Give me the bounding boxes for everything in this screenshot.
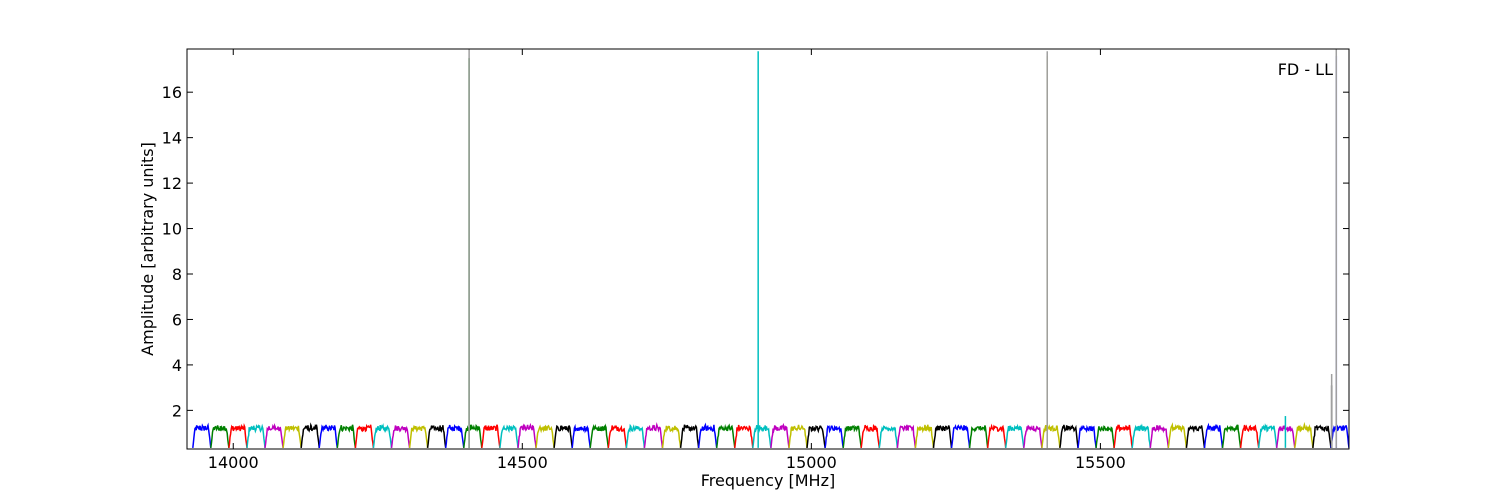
subband-trace: [661, 425, 682, 448]
subband-trace: [1257, 423, 1278, 448]
subband-trace: [282, 424, 302, 448]
subband-trace: [463, 423, 483, 448]
y-tick-label: 8: [172, 265, 182, 284]
subband-trace: [734, 424, 754, 448]
x-tick-label: 14500: [497, 453, 548, 472]
subband-trace: [228, 422, 248, 449]
subband-trace: [1312, 424, 1332, 448]
subband-trace: [697, 422, 718, 448]
subband-trace: [372, 423, 393, 448]
y-axis-title: Amplitude [arbitrary units]: [138, 142, 157, 356]
subband-trace: [192, 422, 212, 448]
subband-trace: [1004, 423, 1025, 448]
subband-trace: [535, 424, 555, 449]
subband-trace: [1077, 424, 1097, 448]
plot-frame: [186, 48, 1350, 450]
subband-trace: [517, 422, 537, 448]
subband-trace: [968, 425, 989, 448]
subband-trace: [878, 425, 899, 448]
subband-trace: [481, 424, 501, 449]
subband-trace: [896, 424, 917, 448]
subband-trace: [553, 424, 573, 448]
axis-layer: 14000 14500 15000 15500 2 4 6 8 10 12 14 16: [162, 49, 1349, 472]
subband-trace: [426, 425, 447, 449]
y-tick-label: 6: [172, 310, 182, 329]
subband-trace: [643, 421, 664, 449]
subband-trace: [499, 424, 519, 448]
subband-trace: [571, 423, 591, 448]
y-tick-label: 4: [172, 356, 182, 375]
subband-trace: [715, 423, 736, 448]
subband-trace: [986, 423, 1007, 448]
subband-trace: [354, 423, 375, 448]
x-tick-label: 15000: [786, 453, 837, 472]
subband-trace: [914, 424, 935, 449]
subband-trace: [752, 425, 772, 449]
subband-trace: [860, 423, 881, 448]
x-tick-label: 15500: [1075, 453, 1126, 472]
subband-trace: [300, 422, 320, 448]
subband-trace: [336, 424, 357, 449]
subband-trace: [607, 424, 628, 448]
subband-trace: [1203, 422, 1224, 448]
y-tick-label: 12: [162, 174, 182, 193]
plot-annotation: FD - LL: [1278, 60, 1333, 79]
subband-trace: [1167, 422, 1188, 449]
subband-trace: [264, 422, 284, 449]
y-tick-label: 10: [162, 220, 182, 239]
subband-trace: [1294, 421, 1314, 449]
subband-trace: [318, 424, 339, 449]
subband-trace: [932, 424, 953, 448]
subband-trace: [444, 424, 465, 448]
y-tick-label: 16: [162, 83, 182, 102]
data-layer: [192, 49, 1349, 449]
x-tick-label: 14000: [208, 453, 259, 472]
subband-trace: [210, 424, 230, 449]
subband-trace: [1149, 425, 1170, 448]
subband-trace: [1059, 424, 1079, 449]
subband-trace: [1239, 424, 1260, 449]
subband-trace: [625, 423, 646, 448]
subband-trace: [806, 424, 826, 449]
subband-trace: [246, 423, 266, 448]
y-tick-label: 2: [172, 401, 182, 420]
y-tick-label: 14: [162, 129, 182, 148]
subband-trace: [842, 424, 862, 448]
subband-trace: [1095, 425, 1115, 448]
subband-trace: [1041, 424, 1061, 448]
subband-trace: [950, 424, 971, 449]
subband-trace: [1023, 424, 1043, 448]
subband-trace: [1185, 424, 1206, 449]
plot-background: [187, 49, 1349, 449]
subband-trace: [770, 422, 790, 448]
subband-trace: [1221, 424, 1242, 448]
subband-trace: [408, 424, 429, 448]
subband-trace: [679, 424, 700, 448]
subband-trace: [1131, 423, 1152, 448]
x-axis-title: Frequency [MHz]: [701, 471, 835, 490]
subband-trace: [824, 424, 844, 449]
subband-trace: [1330, 424, 1349, 448]
subband-trace: [1113, 424, 1133, 448]
subband-trace: [589, 423, 610, 448]
subband-trace: [390, 425, 411, 449]
subband-trace: [788, 424, 808, 448]
